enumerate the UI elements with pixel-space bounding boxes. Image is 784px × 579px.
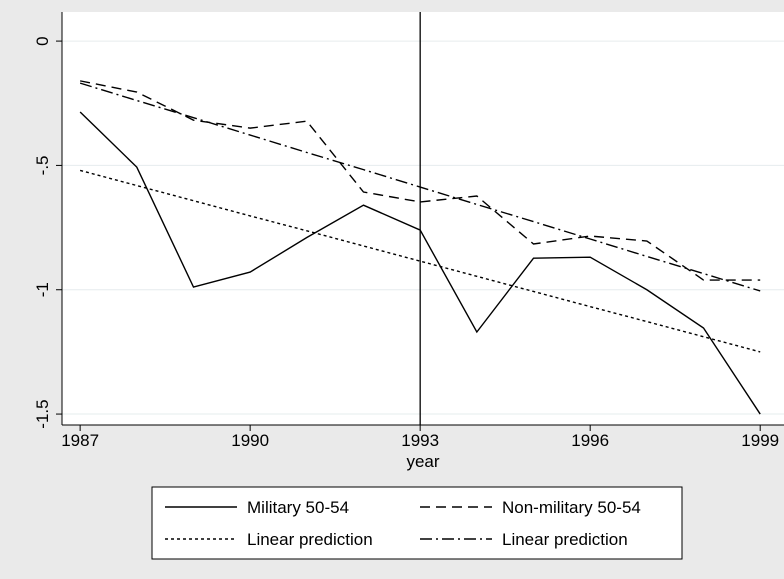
y-tick-label: -.5: [33, 155, 52, 175]
x-tick-label: 1990: [231, 431, 269, 450]
x-tick-label: 1987: [61, 431, 99, 450]
x-tick-label: 1999: [741, 431, 779, 450]
x-axis-label: year: [406, 452, 439, 471]
legend-label: Military 50-54: [247, 498, 349, 517]
series-line: [79, 80, 761, 281]
legend-box: [151, 486, 683, 560]
y-tick-label: -1.5: [33, 399, 52, 428]
y-tick-label: 0: [33, 36, 52, 45]
legend-label: Linear prediction: [247, 530, 373, 549]
y-tick-label: -1: [33, 282, 52, 297]
legend-label: Linear prediction: [502, 530, 628, 549]
x-tick-label: 1993: [401, 431, 439, 450]
series-line: [79, 111, 761, 415]
series-line: [79, 82, 761, 292]
plot-area: [62, 12, 784, 425]
legend-label: Non-military 50-54: [502, 498, 641, 517]
x-tick-label: 1996: [571, 431, 609, 450]
